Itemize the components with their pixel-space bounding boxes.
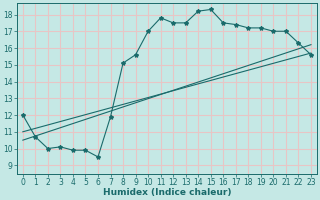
X-axis label: Humidex (Indice chaleur): Humidex (Indice chaleur)	[103, 188, 231, 197]
